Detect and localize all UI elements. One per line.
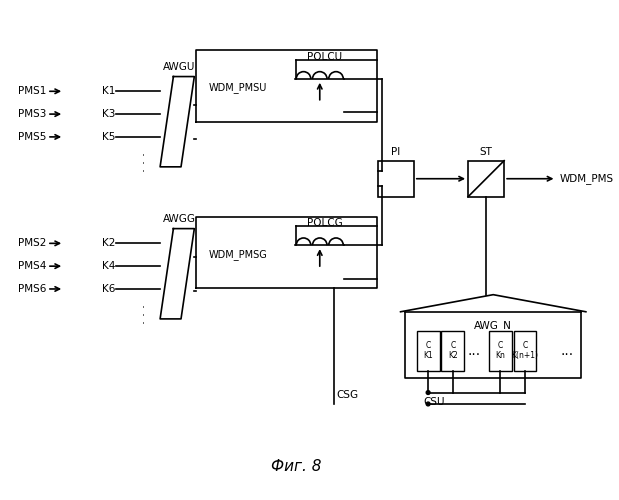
Circle shape <box>426 390 430 394</box>
Text: C
K2: C K2 <box>448 341 457 360</box>
Bar <box>468 160 504 197</box>
Text: PMS4: PMS4 <box>19 261 47 271</box>
Text: · · ·: · · · <box>139 152 152 172</box>
Text: ...: ... <box>467 344 480 357</box>
Text: POLCU: POLCU <box>307 52 342 62</box>
Text: CSG: CSG <box>337 390 359 400</box>
Text: K4: K4 <box>102 261 116 271</box>
Text: C
K(n+1): C K(n+1) <box>511 341 539 360</box>
Text: K2: K2 <box>102 238 116 248</box>
Circle shape <box>426 402 430 406</box>
Text: K1: K1 <box>102 86 116 97</box>
Text: ...: ... <box>560 344 573 357</box>
Text: Фиг. 8: Фиг. 8 <box>271 459 321 474</box>
Text: PMS5: PMS5 <box>19 132 47 142</box>
Text: WDM_PMSU: WDM_PMSU <box>209 82 267 94</box>
Text: C
Kn: C Kn <box>495 341 505 360</box>
Text: AWGU: AWGU <box>163 62 196 72</box>
Text: PMS3: PMS3 <box>19 109 47 119</box>
Text: K6: K6 <box>102 284 116 294</box>
Bar <box>489 331 512 370</box>
Bar <box>417 331 439 370</box>
Text: PMS1: PMS1 <box>19 86 47 97</box>
Bar <box>514 331 537 370</box>
Text: ST: ST <box>480 147 493 157</box>
Text: C
K1: C K1 <box>423 341 433 360</box>
Text: PMS2: PMS2 <box>19 238 47 248</box>
Text: CSU: CSU <box>423 398 445 407</box>
Text: AWGG: AWGG <box>163 214 196 224</box>
Bar <box>378 160 414 197</box>
Text: K3: K3 <box>102 109 116 119</box>
Text: AWG_N: AWG_N <box>474 320 512 332</box>
Text: POLCG: POLCG <box>306 218 342 228</box>
Text: WDM_PMS: WDM_PMS <box>559 174 613 184</box>
Text: K5: K5 <box>102 132 116 142</box>
Text: WDM_PMSG: WDM_PMSG <box>209 249 267 260</box>
Bar <box>441 331 464 370</box>
Text: · · ·: · · · <box>139 304 152 324</box>
Text: PMS6: PMS6 <box>19 284 47 294</box>
Text: PI: PI <box>391 147 400 157</box>
